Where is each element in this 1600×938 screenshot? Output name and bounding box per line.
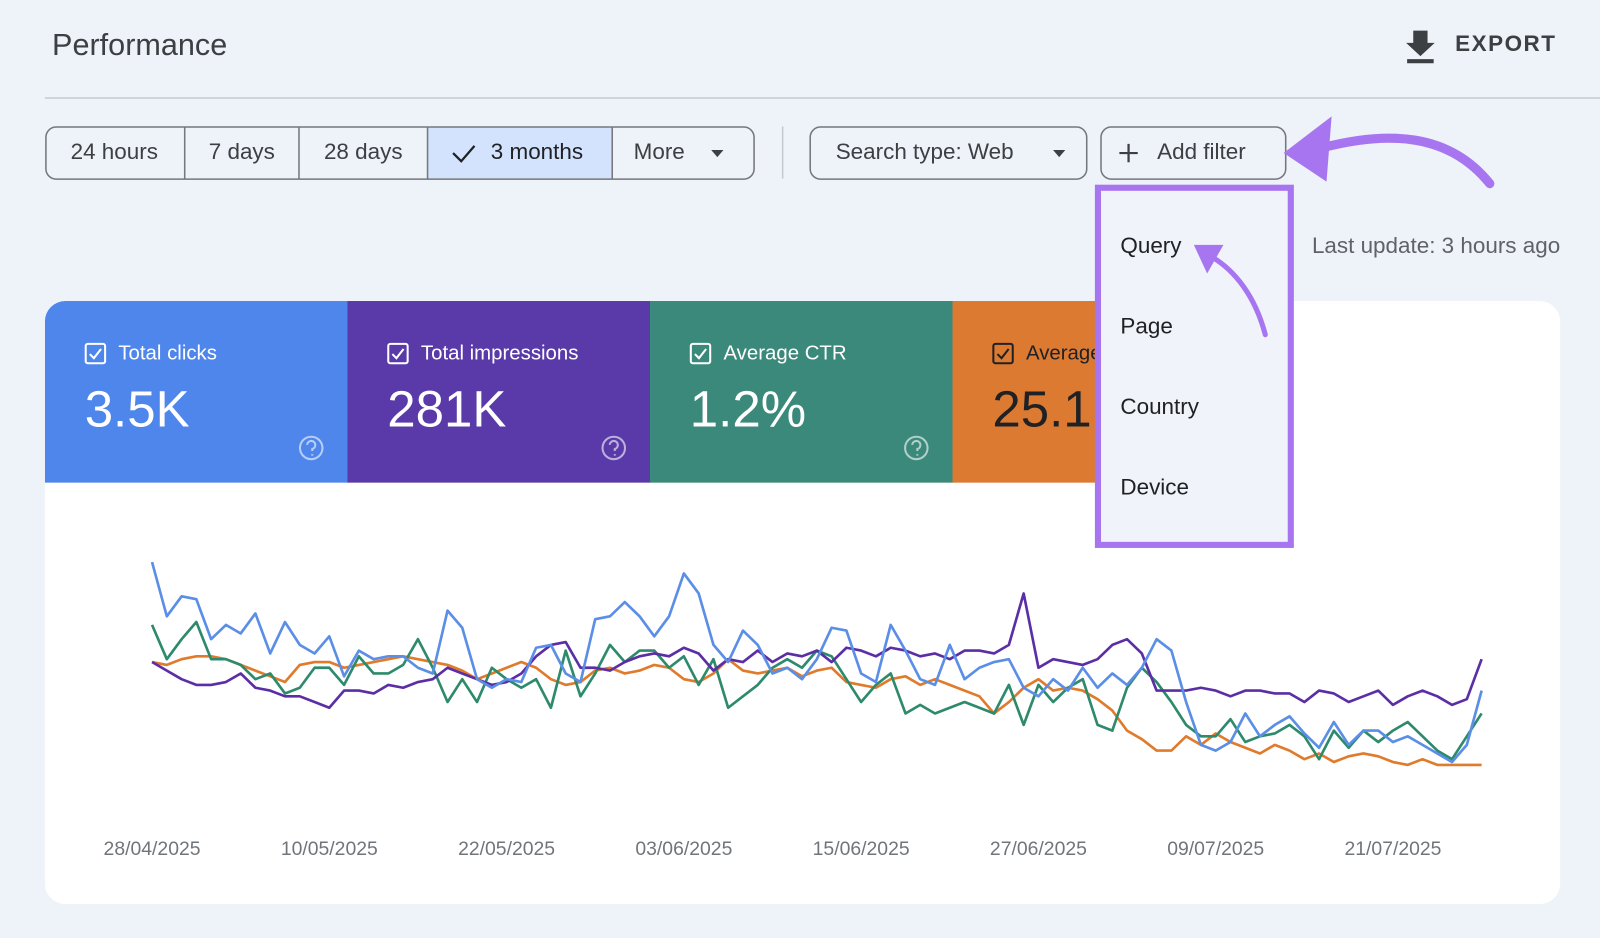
- x-tick-label: 28/04/2025: [104, 838, 201, 860]
- range-button[interactable]: 3 months: [491, 139, 583, 164]
- metric-value: 25.1: [992, 381, 1091, 438]
- metric-label: Total impressions: [421, 342, 579, 364]
- menu-panel: [1094, 184, 1294, 548]
- export-label[interactable]: EXPORT: [1455, 31, 1556, 56]
- checkbox-tick: [694, 348, 707, 360]
- arrow-shaft: [1209, 254, 1268, 338]
- more-button[interactable]: More: [634, 139, 685, 164]
- plus-icon: [1119, 143, 1138, 163]
- menu-item[interactable]: Page: [1120, 313, 1172, 338]
- help-icon: [298, 435, 324, 461]
- export-button[interactable]: EXPORT: [1406, 30, 1556, 64]
- series-line: [151, 592, 1483, 710]
- x-tick-label: 21/07/2025: [1344, 838, 1441, 860]
- last-update: Last update: 3 hours ago: [1312, 233, 1560, 258]
- help-icon: [904, 435, 929, 461]
- metric-label: Total clicks: [118, 342, 217, 364]
- help-icon: [601, 435, 627, 461]
- metric-label: Average CTR: [723, 342, 846, 364]
- x-tick-label: 27/06/2025: [990, 838, 1087, 860]
- filter-menu: Query Page Country Device: [1094, 184, 1294, 548]
- metric-card: [649, 301, 954, 483]
- button-border: [809, 126, 1088, 180]
- search-type-label[interactable]: Search type: Web: [836, 139, 1014, 164]
- search-type-button[interactable]: Search type: Web: [809, 126, 1088, 180]
- metric-card: [44, 301, 349, 483]
- annotation-arrows: [1193, 116, 1495, 338]
- menu-item[interactable]: Query: [1120, 233, 1182, 258]
- date-range-group: 24 hours 7 days 28 days 3 months More: [45, 126, 755, 180]
- checkbox: [689, 342, 712, 365]
- series-line: [151, 654, 1482, 767]
- x-tick-label: 03/06/2025: [635, 838, 732, 860]
- range-button[interactable]: 28 days: [324, 139, 403, 164]
- selected-segment-bg: [427, 126, 613, 179]
- metric-value: 281K: [387, 381, 506, 438]
- help-glyph: [608, 439, 619, 456]
- checkbox-tick: [391, 348, 405, 360]
- series-line: [150, 561, 1483, 764]
- caret: [1053, 149, 1066, 158]
- add-filter-button[interactable]: Add filter: [1100, 126, 1287, 180]
- metric-cards: Total clicks 3.5K Total impressions 281K Ave…: [44, 301, 1257, 483]
- range-button[interactable]: 7 days: [209, 139, 275, 164]
- checkbox-tick: [89, 348, 102, 360]
- arrow-head: [1283, 116, 1332, 182]
- add-filter-label[interactable]: Add filter: [1157, 139, 1246, 164]
- menu-item[interactable]: Device: [1120, 475, 1189, 500]
- page-title: Performance: [52, 28, 227, 62]
- range-button[interactable]: 24 hours: [71, 139, 158, 164]
- checkbox: [387, 342, 409, 365]
- x-tick-label: 22/05/2025: [458, 838, 555, 860]
- menu-item[interactable]: Country: [1120, 394, 1199, 419]
- chart: 28/04/2025 10/05/2025 22/05/2025 03/06/2025…: [104, 561, 1483, 860]
- x-tick-label: 09/07/2025: [1167, 838, 1264, 860]
- metric-value: 3.5K: [85, 381, 190, 438]
- checkbox-tick: [996, 348, 1010, 360]
- arrow-shaft: [1316, 133, 1495, 189]
- caret: [711, 149, 724, 158]
- help-glyph: [911, 439, 922, 456]
- checkbox: [992, 342, 1014, 365]
- segment-border: [45, 126, 755, 180]
- checkbox: [84, 342, 107, 365]
- x-tick-label: 10/05/2025: [281, 838, 378, 860]
- check-icon: [452, 145, 476, 163]
- help-glyph: [306, 439, 317, 456]
- metric-card: [347, 301, 652, 483]
- metric-value: 1.2%: [690, 381, 806, 438]
- arrow-head: [1193, 244, 1224, 274]
- x-tick-label: 15/06/2025: [813, 838, 910, 860]
